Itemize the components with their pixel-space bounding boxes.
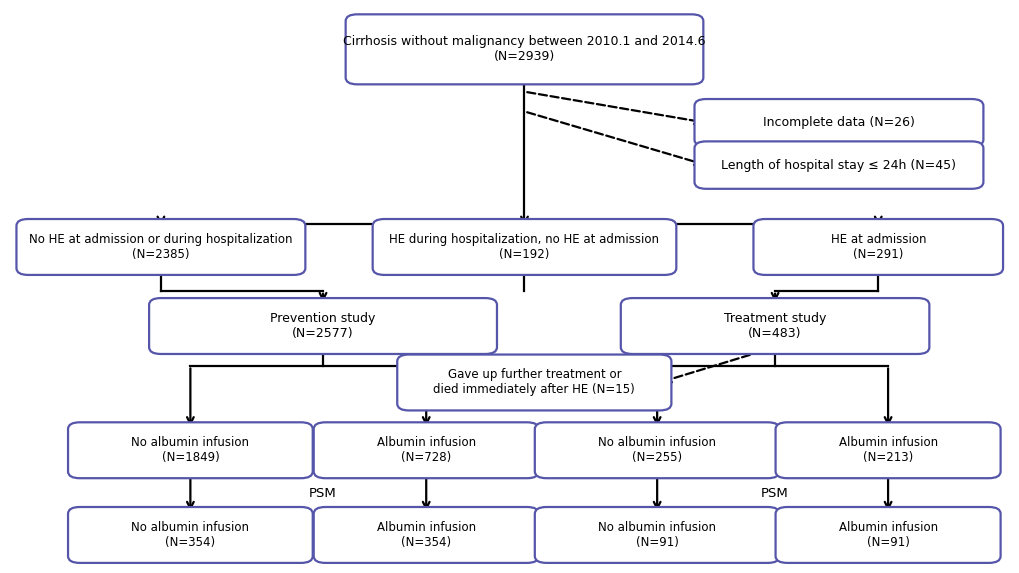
Text: No albumin infusion
(N=1849): No albumin infusion (N=1849) — [131, 436, 249, 464]
FancyBboxPatch shape — [68, 507, 313, 563]
Text: HE at admission
(N=291): HE at admission (N=291) — [829, 233, 925, 261]
Text: No albumin infusion
(N=91): No albumin infusion (N=91) — [597, 521, 715, 549]
Text: HE during hospitalization, no HE at admission
(N=192): HE during hospitalization, no HE at admi… — [389, 233, 659, 261]
Text: PSM: PSM — [309, 487, 336, 500]
Text: Length of hospital stay ≤ 24h (N=45): Length of hospital stay ≤ 24h (N=45) — [720, 159, 956, 171]
FancyBboxPatch shape — [753, 219, 1002, 275]
Text: PSM: PSM — [760, 487, 788, 500]
FancyBboxPatch shape — [372, 219, 676, 275]
FancyBboxPatch shape — [774, 507, 1000, 563]
FancyBboxPatch shape — [694, 99, 982, 147]
Text: Prevention study
(N=2577): Prevention study (N=2577) — [270, 312, 375, 340]
FancyBboxPatch shape — [774, 422, 1000, 478]
FancyBboxPatch shape — [149, 298, 496, 354]
Text: No HE at admission or during hospitalization
(N=2385): No HE at admission or during hospitaliza… — [30, 233, 292, 261]
FancyBboxPatch shape — [345, 14, 703, 84]
FancyBboxPatch shape — [396, 355, 671, 410]
FancyBboxPatch shape — [314, 422, 538, 478]
FancyBboxPatch shape — [534, 422, 779, 478]
FancyBboxPatch shape — [16, 219, 305, 275]
Text: Treatment study
(N=483): Treatment study (N=483) — [723, 312, 825, 340]
Text: Albumin infusion
(N=354): Albumin infusion (N=354) — [376, 521, 475, 549]
Text: Albumin infusion
(N=91): Albumin infusion (N=91) — [838, 521, 936, 549]
Text: No albumin infusion
(N=354): No albumin infusion (N=354) — [131, 521, 249, 549]
Text: Incomplete data (N=26): Incomplete data (N=26) — [762, 116, 914, 129]
FancyBboxPatch shape — [534, 507, 779, 563]
Text: Albumin infusion
(N=728): Albumin infusion (N=728) — [376, 436, 475, 464]
Text: Gave up further treatment or
died immediately after HE (N=15): Gave up further treatment or died immedi… — [433, 368, 635, 397]
Text: Albumin infusion
(N=213): Albumin infusion (N=213) — [838, 436, 936, 464]
FancyBboxPatch shape — [621, 298, 928, 354]
Text: Cirrhosis without malignancy between 2010.1 and 2014.6
(N=2939): Cirrhosis without malignancy between 201… — [343, 36, 705, 64]
Text: No albumin infusion
(N=255): No albumin infusion (N=255) — [597, 436, 715, 464]
FancyBboxPatch shape — [694, 142, 982, 189]
FancyBboxPatch shape — [68, 422, 313, 478]
FancyBboxPatch shape — [314, 507, 538, 563]
